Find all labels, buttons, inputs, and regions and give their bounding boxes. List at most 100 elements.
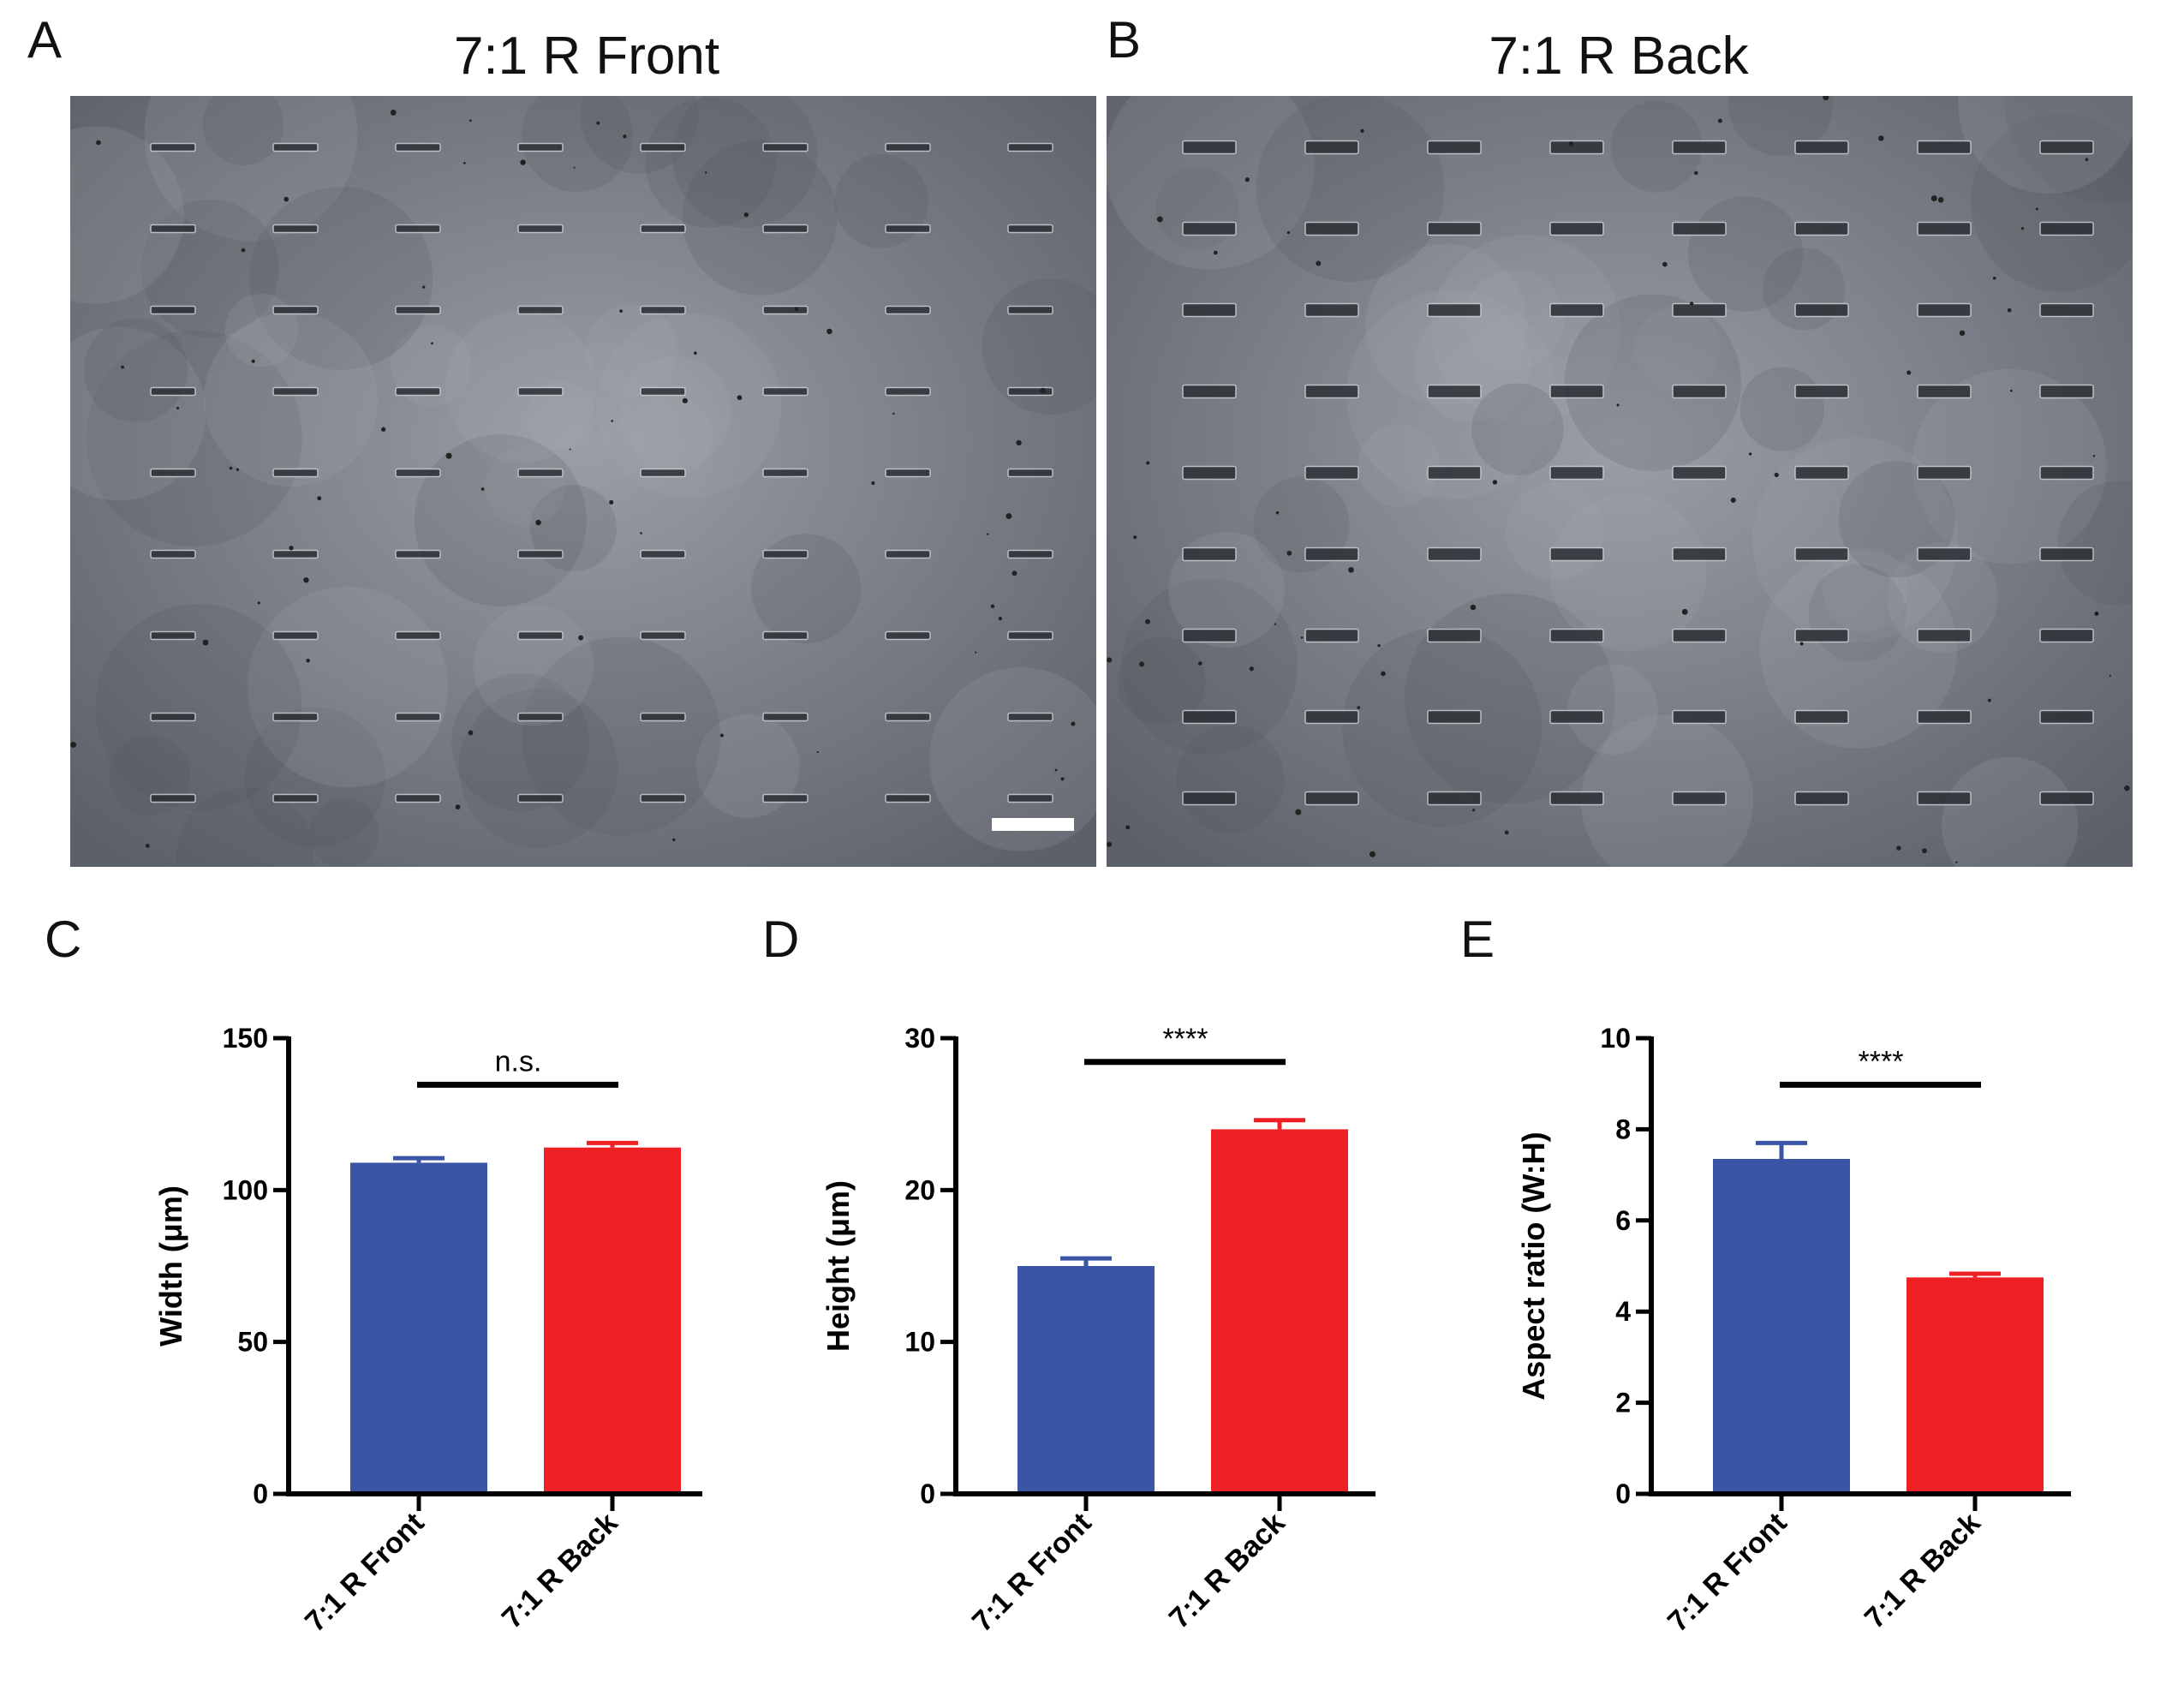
micrograph-blotch (521, 96, 633, 192)
micrograph-debris (1470, 604, 1477, 611)
micrograph-debris (1197, 661, 1202, 666)
micropattern-feature (1917, 546, 1972, 562)
micrograph-debris (1249, 666, 1254, 672)
panel-letter-b: B (1107, 11, 1142, 69)
micrograph-debris (1955, 861, 1958, 863)
micropattern-feature (640, 793, 686, 803)
micrograph-blotch (70, 126, 184, 304)
micropattern-feature (1672, 709, 1727, 725)
y-tick-label: 10 (904, 1327, 935, 1358)
micropattern-feature (1549, 791, 1604, 806)
micrograph-debris (202, 639, 209, 646)
micropattern-feature (395, 712, 441, 722)
micropattern-feature (1672, 140, 1727, 155)
micrograph-debris (693, 351, 697, 355)
micropattern-feature (1672, 628, 1727, 643)
micrograph-debris (1823, 96, 1829, 101)
micrograph-debris (682, 397, 688, 403)
micrograph-debris (990, 604, 995, 609)
micrograph-debris (229, 466, 233, 470)
micropattern-feature (1182, 384, 1237, 399)
micrograph-debris (1616, 403, 1620, 407)
x-tick-label: 7:1 R Back (1859, 1507, 1987, 1635)
micrograph-debris (176, 406, 180, 409)
micrograph-debris (640, 532, 642, 534)
micropattern-feature (1182, 546, 1237, 562)
width-bar-chart: 0 50 100 150 Width (μm) 7:1 R Front 7:1 R Back… (153, 1023, 702, 1639)
micrograph-blotch (70, 326, 206, 501)
micropattern-feature (272, 224, 319, 234)
micropattern-feature (1549, 140, 1604, 155)
micropattern-feature (272, 549, 319, 559)
micrograph-blotch (1687, 196, 1804, 312)
micrograph-debris (578, 635, 584, 641)
micrograph-debris (1492, 480, 1498, 485)
micrograph-debris (1987, 698, 1991, 702)
micropattern-feature (1427, 546, 1482, 562)
micrograph-blotch (86, 330, 302, 546)
micrograph-debris (1799, 642, 1804, 646)
panel-letter-e: E (1460, 911, 1495, 968)
micrograph-debris (381, 427, 386, 432)
micrograph-debris (1040, 387, 1047, 394)
micropattern-feature (2039, 791, 2094, 806)
micropattern-feature (640, 142, 686, 152)
micrograph-debris (1360, 128, 1364, 134)
micropattern-feature (150, 712, 196, 722)
micrograph-debris (1244, 177, 1250, 182)
micrograph-debris (1005, 513, 1012, 520)
micropattern-feature (762, 224, 809, 234)
micrograph-debris (705, 171, 707, 174)
micrograph-blotch (1358, 424, 1441, 507)
micropattern-feature (1917, 221, 1972, 236)
micropattern-feature (395, 386, 441, 397)
micrograph-debris (2124, 785, 2130, 791)
micrograph-debris (794, 307, 799, 312)
micrograph-blotch (750, 534, 862, 644)
micropattern-feature (517, 630, 564, 641)
micropattern-feature (1304, 791, 1359, 806)
micropattern-feature (762, 630, 809, 641)
micrograph-debris (1381, 671, 1386, 677)
y-tick-label: 150 (223, 1023, 268, 1054)
micrograph-debris (1016, 439, 1022, 446)
micropattern-feature (885, 305, 931, 315)
micrograph-debris (569, 448, 571, 451)
micropattern-feature (885, 142, 931, 152)
micrograph-blotch (525, 380, 596, 451)
micrograph-blotch (1431, 234, 1621, 425)
micropattern-feature (1182, 302, 1237, 318)
micropattern-feature (640, 386, 686, 397)
micrograph-blotch (1176, 725, 1285, 833)
micropattern-feature (1549, 221, 1604, 236)
micrograph-debris (737, 395, 743, 401)
micrograph-debris (317, 496, 322, 501)
micrograph-blotch (144, 96, 358, 242)
micrograph-debris (445, 452, 452, 459)
micrograph-debris (2085, 158, 2089, 162)
micrograph-blotch (140, 199, 279, 338)
micropattern-feature (1007, 468, 1053, 478)
micropattern-feature (2039, 709, 2094, 725)
micrograph-debris (1054, 768, 1058, 772)
micropattern-feature (2039, 302, 2094, 318)
micrograph-blotch (580, 96, 699, 174)
micropattern-feature (1007, 142, 1053, 152)
micrograph-debris (998, 616, 1003, 621)
micropattern-feature (1427, 384, 1482, 399)
micrograph-debris (146, 844, 150, 848)
micropattern-feature (395, 793, 441, 803)
micrograph-blotch (834, 154, 928, 248)
micropattern-feature (1917, 628, 1972, 643)
micropattern-feature (885, 468, 931, 478)
micropattern-feature (1549, 628, 1604, 643)
micrograph-debris (975, 651, 977, 654)
micrograph-debris (672, 838, 676, 841)
micropattern-feature (640, 712, 686, 722)
y-tick-label: 2 (1615, 1388, 1631, 1418)
micrograph-debris (468, 730, 474, 736)
micropattern-feature (395, 468, 441, 478)
micropattern-feature (272, 386, 319, 397)
micrograph-debris (1717, 118, 1722, 123)
micrograph-debris (1878, 135, 1884, 141)
